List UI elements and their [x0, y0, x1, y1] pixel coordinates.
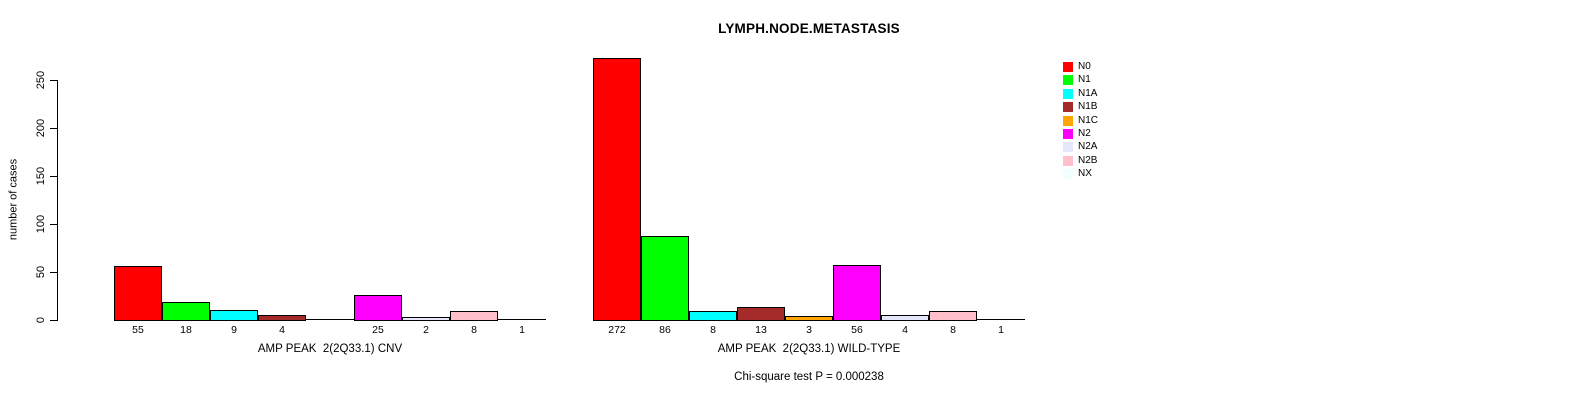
legend-swatch	[1063, 129, 1073, 139]
y-tick-label: 50	[35, 265, 47, 279]
legend-swatch	[1063, 116, 1073, 126]
bar-value-label: 8	[471, 324, 477, 336]
bar-n1c	[306, 319, 354, 320]
legend-swatch	[1063, 102, 1073, 112]
bar-n0	[114, 266, 162, 321]
bar-n1	[162, 302, 210, 321]
chi-square-annotation: Chi-square test P = 0.000238	[734, 371, 884, 383]
bar-n2a	[402, 317, 450, 321]
bar-value-label: 8	[950, 324, 956, 336]
y-tick	[50, 320, 57, 321]
legend-label: N2A	[1078, 141, 1098, 152]
bar-n2	[354, 295, 402, 321]
legend-swatch	[1063, 75, 1073, 85]
x-group-label-wild-type: AMP PEAK 2(2Q33.1) WILD-TYPE	[717, 343, 901, 355]
y-axis	[57, 80, 58, 321]
bar-value-label: 2	[423, 324, 429, 336]
bar-value-label: 1	[519, 324, 525, 336]
y-axis-title: number of cases	[7, 158, 20, 241]
legend-label: NX	[1078, 168, 1092, 179]
legend-label: N2B	[1078, 155, 1098, 166]
bar-n2	[833, 265, 881, 321]
bar-n1a	[689, 311, 737, 321]
legend-swatch	[1063, 62, 1073, 72]
x-group-label-cnv: AMP PEAK 2(2Q33.1) CNV	[257, 343, 403, 355]
bar-n2b	[929, 311, 977, 321]
legend-label: N1	[1078, 74, 1091, 85]
bar-value-label: 272	[608, 324, 626, 336]
y-tick-label: 0	[35, 316, 47, 324]
y-tick	[50, 176, 57, 177]
bar-value-label: 1	[998, 324, 1004, 336]
y-tick-label: 200	[35, 118, 47, 138]
legend-swatch	[1063, 169, 1073, 179]
bar-n1c	[785, 316, 833, 321]
bar-value-label: 18	[180, 324, 192, 336]
bar-value-label: 4	[279, 324, 285, 336]
bar-n2a	[881, 315, 929, 321]
legend-swatch	[1063, 89, 1073, 99]
bar-value-label: 8	[710, 324, 716, 336]
legend-swatch	[1063, 156, 1073, 166]
legend-label: N1B	[1078, 101, 1098, 112]
bar-value-label: 86	[659, 324, 671, 336]
bar-value-label: 13	[755, 324, 767, 336]
legend-label: N1C	[1078, 115, 1099, 126]
bar-value-label: 56	[851, 324, 863, 336]
legend-label: N1A	[1078, 88, 1098, 99]
bar-value-label: 4	[902, 324, 908, 336]
bar-n1b	[737, 307, 785, 321]
y-tick	[50, 272, 57, 273]
y-tick-label: 250	[35, 70, 47, 90]
chart-title: LYMPH.NODE.METASTASIS	[718, 21, 900, 36]
legend-swatch	[1063, 142, 1073, 152]
bar-n1a	[210, 310, 258, 321]
bar-value-label: 25	[372, 324, 384, 336]
bar-value-label: 3	[806, 324, 812, 336]
y-tick-label: 100	[35, 214, 47, 234]
legend-label: N2	[1078, 128, 1091, 139]
bar-n2b	[450, 311, 498, 321]
bar-nx	[498, 319, 546, 320]
bar-value-label: 9	[231, 324, 237, 336]
bar-value-label: 55	[132, 324, 144, 336]
bar-n0	[593, 58, 641, 321]
bar-n1b	[258, 315, 306, 321]
y-tick-label: 150	[35, 166, 47, 186]
y-tick	[50, 224, 57, 225]
legend-label: N0	[1078, 61, 1091, 72]
bar-nx	[977, 319, 1025, 320]
bar-n1	[641, 236, 689, 321]
y-tick	[50, 128, 57, 129]
y-tick	[50, 80, 57, 81]
